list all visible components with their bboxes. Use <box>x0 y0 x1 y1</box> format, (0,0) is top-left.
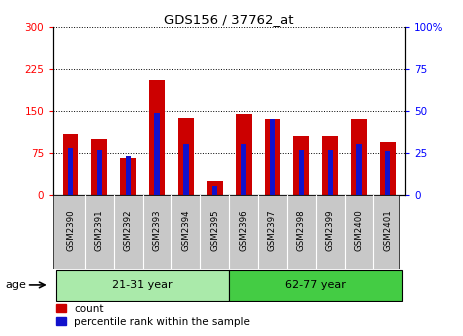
Text: GSM2400: GSM2400 <box>355 209 363 251</box>
Bar <box>351 119 367 195</box>
Bar <box>264 119 281 195</box>
Bar <box>183 144 188 195</box>
Text: GSM2401: GSM2401 <box>383 209 392 251</box>
Text: GSM2394: GSM2394 <box>181 210 190 251</box>
Bar <box>207 181 223 195</box>
Bar <box>212 186 217 195</box>
Bar <box>125 156 131 195</box>
Title: GDS156 / 37762_at: GDS156 / 37762_at <box>164 13 294 26</box>
Bar <box>294 136 309 195</box>
Bar <box>241 144 246 195</box>
Text: 62-77 year: 62-77 year <box>285 280 346 290</box>
Text: GSM2395: GSM2395 <box>210 210 219 251</box>
Bar <box>380 142 396 195</box>
Bar <box>149 80 165 195</box>
Bar <box>92 139 107 195</box>
Text: GSM2398: GSM2398 <box>297 210 306 251</box>
Text: GSM2396: GSM2396 <box>239 210 248 251</box>
Legend: count, percentile rank within the sample: count, percentile rank within the sample <box>51 299 255 331</box>
Bar <box>120 159 136 195</box>
Text: 21-31 year: 21-31 year <box>113 280 173 290</box>
Bar <box>229 270 402 301</box>
Bar <box>155 113 160 195</box>
Text: GSM2392: GSM2392 <box>124 210 133 251</box>
Bar <box>178 118 194 195</box>
Bar <box>299 150 304 195</box>
Text: GSM2390: GSM2390 <box>66 210 75 251</box>
Bar <box>270 119 275 195</box>
Text: GSM2397: GSM2397 <box>268 210 277 251</box>
Bar <box>68 148 73 195</box>
Bar <box>357 144 362 195</box>
Bar <box>63 134 79 195</box>
Text: age: age <box>6 280 26 290</box>
Text: GSM2399: GSM2399 <box>325 210 335 251</box>
Text: GSM2391: GSM2391 <box>95 210 104 251</box>
Bar <box>385 151 390 195</box>
Bar <box>56 270 229 301</box>
Bar <box>327 150 333 195</box>
Bar <box>236 114 251 195</box>
Text: GSM2393: GSM2393 <box>153 210 162 251</box>
Bar <box>97 150 102 195</box>
Bar <box>322 136 338 195</box>
